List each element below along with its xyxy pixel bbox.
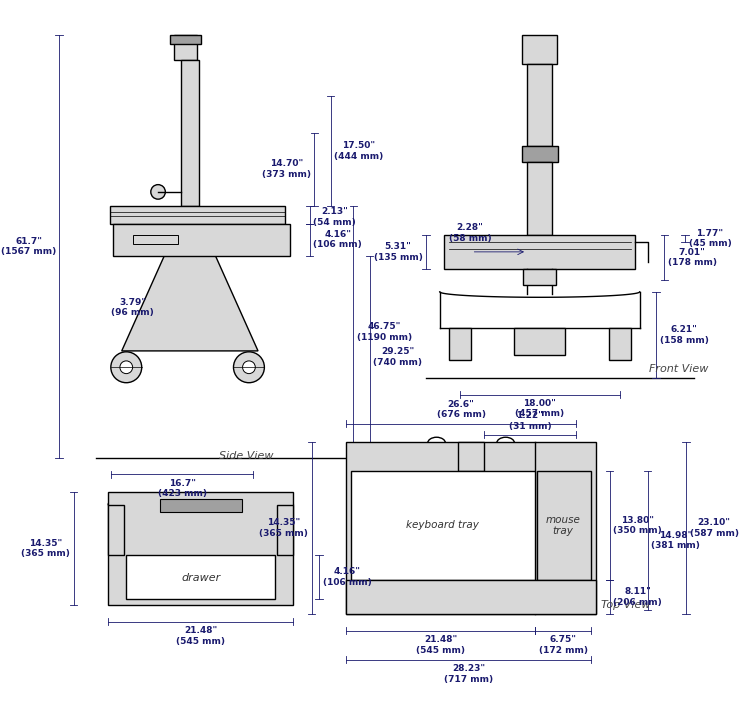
Text: 28.23"
(717 mm): 28.23" (717 mm) xyxy=(444,664,493,684)
Text: 23.10"
(587 mm): 23.10" (587 mm) xyxy=(690,518,739,538)
Text: 18.00"
(457 mm): 18.00" (457 mm) xyxy=(515,399,564,418)
Circle shape xyxy=(151,185,166,199)
Bar xyxy=(522,146,558,162)
Text: 13.80"
(350 mm): 13.80" (350 mm) xyxy=(613,515,662,535)
Polygon shape xyxy=(122,256,258,351)
Text: 21.48"
(545 mm): 21.48" (545 mm) xyxy=(176,626,225,646)
Bar xyxy=(181,60,199,205)
Bar xyxy=(113,224,290,256)
Bar xyxy=(523,269,556,285)
Bar xyxy=(277,506,293,555)
Text: 4.16"
(106 mm): 4.16" (106 mm) xyxy=(314,230,362,249)
Text: 3.79"
(96 mm): 3.79" (96 mm) xyxy=(111,298,154,317)
Bar xyxy=(514,329,565,355)
Bar xyxy=(351,471,535,580)
Bar xyxy=(110,205,285,224)
Text: 46.75"
(1190 mm): 46.75" (1190 mm) xyxy=(357,322,412,341)
Text: 6.75"
(172 mm): 6.75" (172 mm) xyxy=(539,635,588,655)
Bar xyxy=(609,329,631,360)
Bar xyxy=(458,442,484,471)
Text: 6.21"
(158 mm): 6.21" (158 mm) xyxy=(660,325,709,345)
Text: mouse
tray: mouse tray xyxy=(545,515,580,536)
Text: drawer: drawer xyxy=(181,573,221,583)
Circle shape xyxy=(111,352,142,383)
Circle shape xyxy=(233,352,265,383)
Text: 14.35"
(365 mm): 14.35" (365 mm) xyxy=(21,539,70,558)
Text: 17.50"
(444 mm): 17.50" (444 mm) xyxy=(334,142,383,161)
Text: 26.6"
(676 mm): 26.6" (676 mm) xyxy=(437,399,486,419)
Circle shape xyxy=(614,338,625,350)
Text: 2.13"
(54 mm): 2.13" (54 mm) xyxy=(314,207,356,227)
Bar xyxy=(444,234,635,269)
Bar xyxy=(108,492,293,605)
Bar xyxy=(346,580,596,615)
Circle shape xyxy=(120,361,133,374)
Text: 14.70"
(373 mm): 14.70" (373 mm) xyxy=(262,159,311,179)
Circle shape xyxy=(454,338,465,350)
Text: keyboard tray: keyboard tray xyxy=(406,520,479,530)
Bar xyxy=(527,64,552,146)
Text: Side View: Side View xyxy=(219,451,273,461)
Bar xyxy=(108,506,125,555)
Text: 16.7"
(423 mm): 16.7" (423 mm) xyxy=(158,479,207,498)
Circle shape xyxy=(242,361,256,374)
Text: 21.48"
(545 mm): 21.48" (545 mm) xyxy=(416,635,465,655)
Text: 5.31"
(135 mm): 5.31" (135 mm) xyxy=(374,242,423,261)
Text: 7.01"
(178 mm): 7.01" (178 mm) xyxy=(668,248,717,267)
Bar xyxy=(170,35,201,44)
Text: 29.25"
(740 mm): 29.25" (740 mm) xyxy=(374,347,423,367)
Text: 14.35"
(365 mm): 14.35" (365 mm) xyxy=(259,518,308,538)
Bar xyxy=(160,499,241,512)
Bar xyxy=(126,555,276,599)
Text: 1.22"
(31 mm): 1.22" (31 mm) xyxy=(509,411,551,431)
Text: Front View: Front View xyxy=(649,364,708,374)
Bar xyxy=(174,35,197,60)
Bar xyxy=(536,471,591,580)
Text: 14.98"
(381 mm): 14.98" (381 mm) xyxy=(652,531,701,550)
Bar xyxy=(449,329,470,360)
Text: Top View: Top View xyxy=(600,600,650,610)
Text: 1.77"
(45 mm): 1.77" (45 mm) xyxy=(689,229,731,248)
Text: 61.7"
(1567 mm): 61.7" (1567 mm) xyxy=(1,236,56,256)
Text: 8.11"
(206 mm): 8.11" (206 mm) xyxy=(613,588,662,607)
Bar xyxy=(522,35,557,64)
Bar xyxy=(133,235,178,244)
Bar xyxy=(527,162,552,234)
Bar xyxy=(346,442,596,615)
Text: 2.28"
(58 mm): 2.28" (58 mm) xyxy=(449,224,491,243)
Text: 4.16"
(106 mm): 4.16" (106 mm) xyxy=(322,567,372,587)
